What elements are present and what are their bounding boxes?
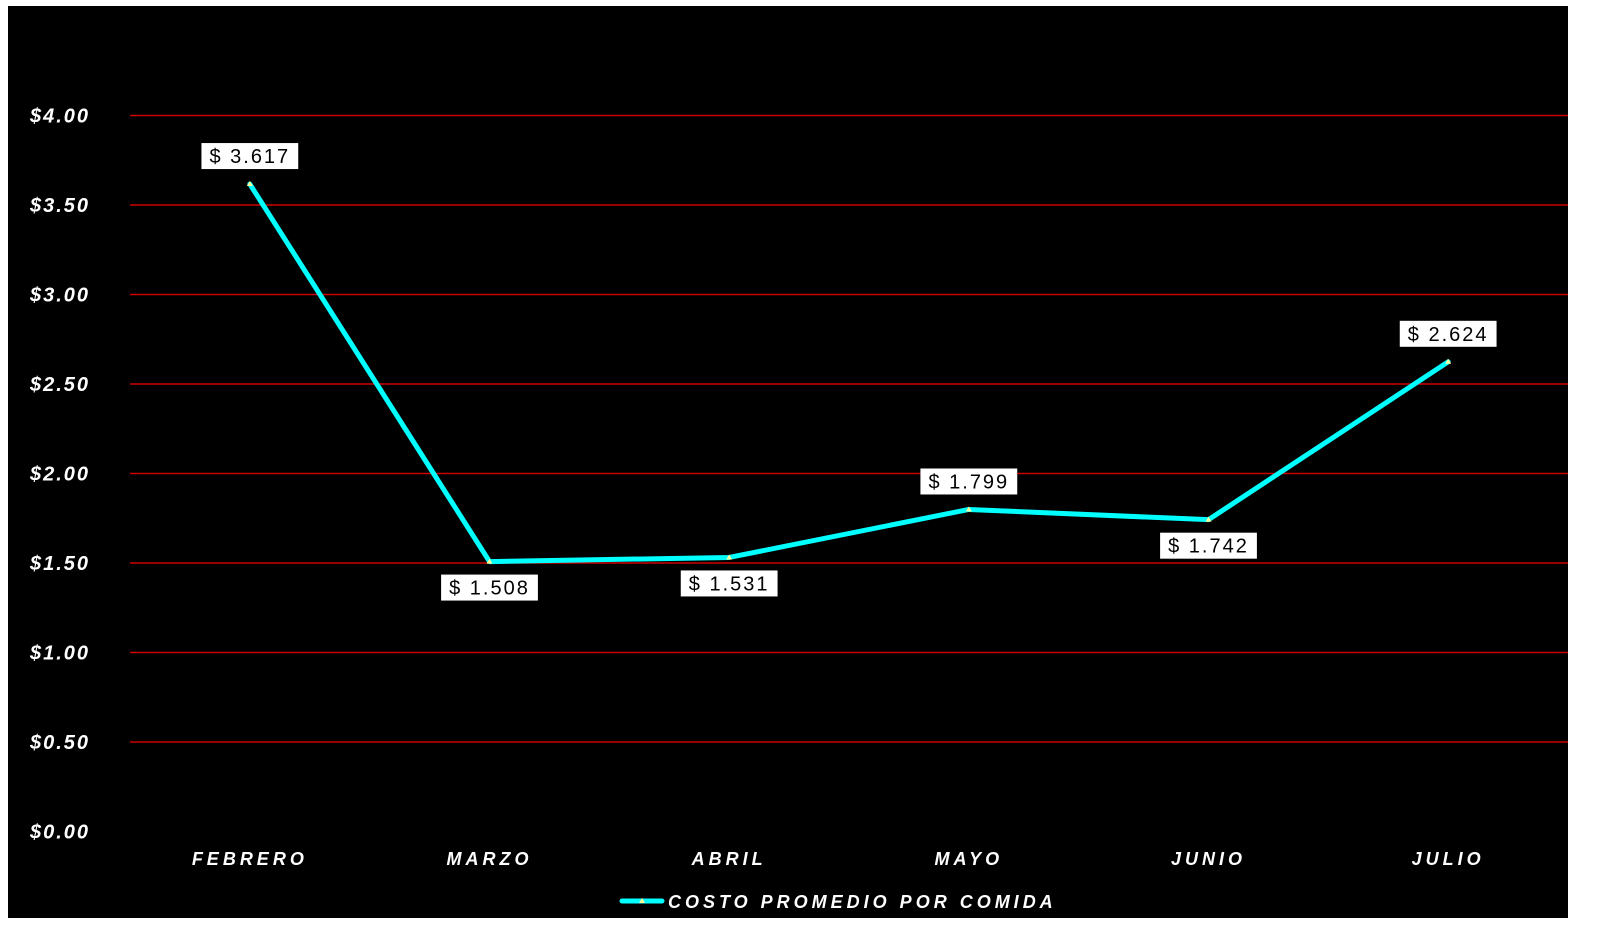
data-label: $ 1.508 (441, 574, 538, 601)
x-tick-label: JULIO (1412, 849, 1485, 869)
data-label-box (441, 574, 538, 601)
y-tick-label: $0.50 (29, 732, 90, 754)
x-tick-label: MARZO (447, 849, 533, 869)
data-label: $ 1.742 (1160, 532, 1257, 559)
markers (246, 181, 1452, 564)
x-tick-label: ABRIL (691, 849, 767, 869)
chart-area: $0.00 $0.50 $1.00 $1.50 $2.00 $2.50 $3.00 $3.50… (8, 6, 1568, 918)
data-point-marker (965, 506, 972, 512)
data-label-text: $ 3.617 (209, 146, 290, 168)
data-label-text: $ 1.508 (449, 578, 530, 600)
series-line (247, 181, 1451, 565)
x-axis-tick-labels: FEBRERO MARZO ABRIL MAYO JUNIO JULIO (192, 849, 1485, 869)
x-tick-label: MAYO (934, 849, 1003, 869)
series-layer (247, 181, 1451, 565)
data-point-marker (726, 554, 733, 560)
y-tick-label: $3.50 (29, 195, 90, 217)
data-point-marker (1205, 516, 1212, 522)
line-chart: $0.00 $0.50 $1.00 $1.50 $2.00 $2.50 $3.00 $3.50… (8, 6, 1568, 918)
data-label-box (680, 570, 778, 597)
y-tick-label: $1.00 (29, 643, 90, 665)
y-tick-label: $2.00 (29, 464, 90, 486)
data-label-text: $ 1.531 (689, 573, 770, 595)
data-label-text: $ 2.624 (1408, 324, 1489, 346)
y-tick-label: $3.00 (29, 285, 90, 307)
data-label-text: $ 1.742 (1168, 536, 1249, 558)
data-label-box (1160, 532, 1257, 559)
y-tick-label: $2.50 (29, 374, 90, 396)
data-labels: $ 3.617 $ 1.508 $ 1.531 $ 1.799 $ 1.742 $ 2.6… (201, 143, 1497, 601)
y-axis-tick-labels: $0.00 $0.50 $1.00 $1.50 $2.00 $2.50 $3.00 $3.50… (29, 106, 90, 844)
data-label: $ 3.617 (201, 143, 299, 170)
x-tick-label: FEBRERO (192, 849, 308, 869)
legend-marker-swatch (639, 898, 645, 903)
data-label: $ 1.531 (680, 570, 778, 597)
gridlines (130, 114, 1568, 743)
y-tick-label: $1.50 (29, 553, 90, 575)
data-point-marker (486, 558, 493, 564)
legend-label: COSTO PROMEDIO POR COMIDA (668, 892, 1057, 912)
data-label-box (201, 143, 299, 170)
x-tick-label: JUNIO (1171, 849, 1246, 869)
data-label: $ 2.624 (1399, 320, 1497, 347)
y-tick-label: $4.00 (29, 106, 90, 128)
data-point-marker (246, 181, 253, 187)
y-tick-label: $0.00 (29, 822, 90, 844)
data-label: $ 1.799 (920, 468, 1018, 495)
data-label-text: $ 1.799 (928, 471, 1009, 493)
data-label-box (1399, 320, 1497, 347)
legend: COSTO PROMEDIO POR COMIDA (619, 892, 1057, 912)
data-label-box (920, 468, 1018, 495)
data-point-marker (1445, 358, 1452, 364)
